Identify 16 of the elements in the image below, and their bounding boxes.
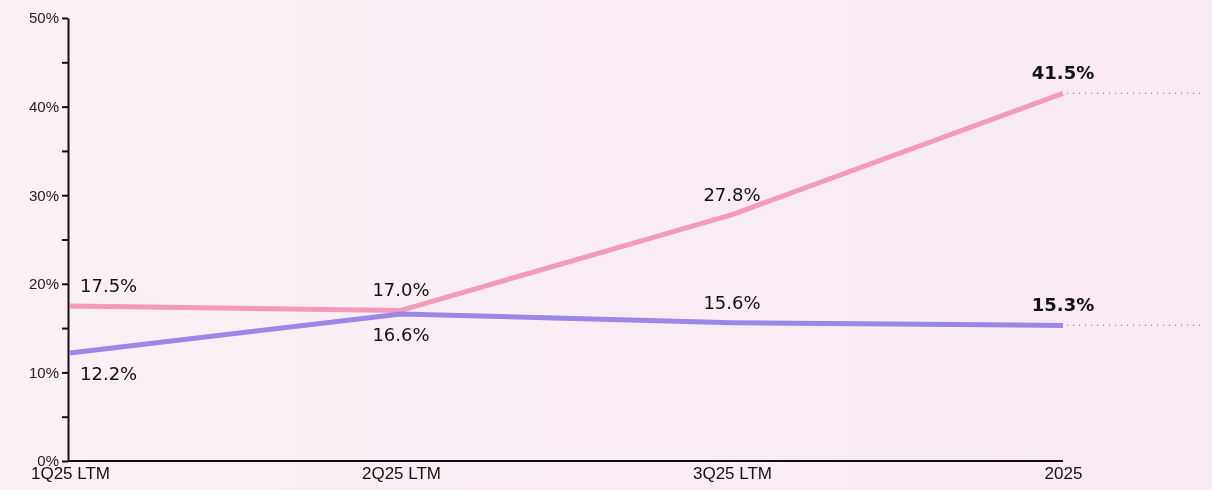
text: 15.3% xyxy=(1031,294,1095,316)
text: 41.5% xyxy=(1031,62,1095,84)
x-tick-label: 2025 xyxy=(1044,464,1083,484)
x-tick-label: 2Q25 LTM xyxy=(361,464,442,484)
text: 17.0% xyxy=(372,279,430,301)
text: 12.2% xyxy=(80,362,138,384)
y-tick-label: 10% xyxy=(28,363,59,381)
y-tick-label: 30% xyxy=(28,186,59,204)
text: 16.6% xyxy=(372,323,430,345)
y-tick-label: 20% xyxy=(28,275,59,293)
text: 15.6% xyxy=(703,291,761,313)
text: 27.8% xyxy=(703,183,761,205)
y-tick-label: 50% xyxy=(28,9,59,27)
x-tick-label: 3Q25 LTM xyxy=(692,464,773,484)
text: 17.5% xyxy=(80,274,138,296)
y-tick-label: 40% xyxy=(28,97,59,115)
